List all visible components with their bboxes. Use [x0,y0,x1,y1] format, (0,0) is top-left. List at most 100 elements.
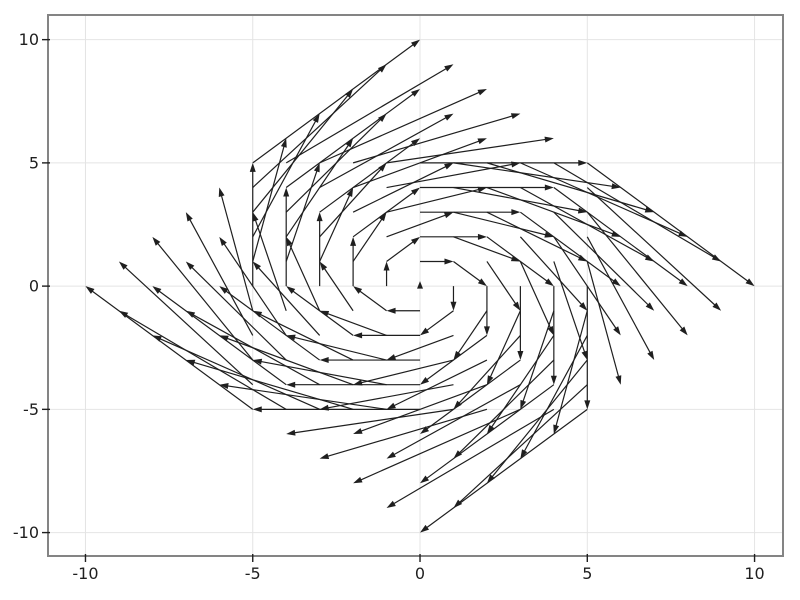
vector-head [280,138,287,148]
vector-shaft [423,359,521,432]
vector-shaft [324,311,387,336]
vector-head [319,453,330,459]
y-tick-label: -10 [13,523,39,542]
vector-shaft [489,335,555,431]
vector-head [152,236,161,246]
vector-shaft [122,312,287,410]
vector-head [679,326,688,336]
vector-shaft [188,264,287,361]
vector-head [420,426,430,434]
vector-shaft [391,334,454,359]
vector-shaft [586,211,685,332]
vector-head [252,310,263,318]
vector-head [286,429,296,436]
vector-shaft [156,336,320,410]
x-tick-label: -10 [72,564,98,583]
vector-shaft [520,187,651,260]
vector-shaft [319,191,352,262]
vector-head [252,406,262,413]
vector-head [486,474,495,484]
vector-head [453,400,462,410]
vector-shaft [252,142,286,262]
vector-shaft [352,164,450,213]
vector-shaft [357,384,488,433]
vector-head [386,354,397,361]
vector-shaft [357,359,454,385]
vector-head [185,359,196,366]
vector-shaft [290,336,387,361]
vector-head [312,113,320,123]
vector-head [453,350,462,361]
vector-arrows [85,39,755,533]
vector-head [410,39,421,48]
y-tick-label: 0 [29,277,39,296]
vector-shaft [122,264,254,386]
vector-shaft [522,335,588,455]
vector-shaft [553,211,652,308]
vector-head [645,302,655,311]
vector-head [483,326,490,336]
vector-shaft [319,115,450,189]
vector-shaft [390,384,521,457]
vector-shaft [386,188,483,213]
vector-head [420,475,430,484]
vector-shaft [586,187,718,308]
vector-head [581,350,588,361]
vector-head [316,212,323,222]
vector-shaft [386,239,417,262]
vector-shaft [223,336,354,386]
vector-head [386,451,396,459]
vector-head [386,402,396,410]
vector-head [286,334,296,341]
vector-shaft [386,138,549,164]
vector-shaft [252,42,417,164]
vector-head [286,236,293,247]
vector-shaft [486,261,519,307]
vector-head [219,335,229,342]
vector-shaft [291,408,454,434]
vector-shaft [253,216,287,311]
vector-head [420,327,430,336]
vector-head [745,278,755,287]
vector-shaft [224,384,387,410]
vector-head [647,350,655,361]
vector-head [611,278,621,287]
vector-head [444,64,454,72]
vector-head [453,499,463,508]
vector-head [286,381,296,388]
vector-head [319,261,328,271]
vector-shaft [586,162,751,284]
vector-head [553,424,560,434]
vector-head [410,88,421,97]
vector-head [152,335,162,342]
y-tick-label: -5 [23,400,39,419]
x-tick-label: 5 [582,564,592,583]
vector-head [85,286,95,294]
vector-head [550,375,557,385]
vector-head [486,375,494,385]
vector-shaft [386,213,449,238]
vector-head [512,301,521,311]
vector-shaft [423,384,555,481]
vector-shaft [324,408,488,458]
vector-head [579,302,588,311]
vector-head [252,358,263,365]
vector-shaft [423,310,454,333]
vector-head [219,286,229,294]
vector-head [386,307,396,314]
vector-head [544,136,554,143]
vector-shaft [521,310,555,405]
vector-shaft [352,114,516,164]
x-tick-label: -5 [245,564,261,583]
vector-shaft [453,236,516,261]
vector-shaft [453,260,484,284]
vector-head [353,476,363,484]
vector-head [379,212,387,222]
vector-head [319,404,330,411]
vector-head [420,376,430,385]
vector-head [444,113,454,121]
vector-shaft [319,90,483,164]
vector-head [410,187,421,196]
vector-shaft [257,360,387,386]
